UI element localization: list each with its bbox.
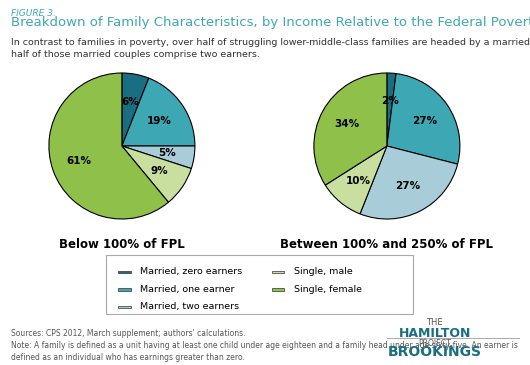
Text: 9%: 9% xyxy=(151,166,168,176)
Title: Between 100% and 250% of FPL: Between 100% and 250% of FPL xyxy=(280,238,493,251)
Text: 27%: 27% xyxy=(412,116,437,126)
Wedge shape xyxy=(314,73,387,185)
Text: Single, female: Single, female xyxy=(294,285,361,294)
FancyBboxPatch shape xyxy=(118,306,131,308)
Text: BROOKINGS: BROOKINGS xyxy=(387,345,482,359)
Text: 10%: 10% xyxy=(346,176,370,186)
Text: FIGURE 3.: FIGURE 3. xyxy=(11,9,56,18)
Text: Single, male: Single, male xyxy=(294,267,352,276)
Wedge shape xyxy=(122,146,195,169)
Text: PROJECT: PROJECT xyxy=(418,339,451,348)
Wedge shape xyxy=(122,146,191,202)
FancyBboxPatch shape xyxy=(272,270,285,273)
Text: Married, one earner: Married, one earner xyxy=(140,285,234,294)
Text: Married, two earners: Married, two earners xyxy=(140,302,239,311)
Text: THE: THE xyxy=(426,318,443,327)
Text: HAMILTON: HAMILTON xyxy=(399,327,471,340)
Text: 27%: 27% xyxy=(395,181,420,191)
Text: Sources: CPS 2012, March supplement; authors' calculations.
Note: A family is de: Sources: CPS 2012, March supplement; aut… xyxy=(11,328,517,362)
Text: 61%: 61% xyxy=(67,156,92,166)
Text: Breakdown of Family Characteristics, by Income Relative to the Federal Poverty L: Breakdown of Family Characteristics, by … xyxy=(11,16,530,30)
FancyBboxPatch shape xyxy=(106,255,413,314)
Wedge shape xyxy=(387,73,396,146)
Text: 5%: 5% xyxy=(158,148,175,158)
FancyBboxPatch shape xyxy=(118,288,131,291)
Wedge shape xyxy=(122,78,195,146)
Text: 2%: 2% xyxy=(381,96,399,106)
Wedge shape xyxy=(387,74,460,164)
Text: In contrast to families in poverty, over half of struggling lower-middle-class f: In contrast to families in poverty, over… xyxy=(11,38,530,59)
Wedge shape xyxy=(49,73,169,219)
Text: 19%: 19% xyxy=(147,116,172,126)
Title: Below 100% of FPL: Below 100% of FPL xyxy=(59,238,185,251)
Text: Married, zero earners: Married, zero earners xyxy=(140,267,242,276)
Wedge shape xyxy=(360,146,457,219)
Wedge shape xyxy=(122,73,149,146)
Wedge shape xyxy=(325,146,387,214)
Text: 6%: 6% xyxy=(121,96,139,107)
FancyBboxPatch shape xyxy=(118,270,131,273)
Text: 34%: 34% xyxy=(334,119,360,129)
FancyBboxPatch shape xyxy=(272,288,285,291)
